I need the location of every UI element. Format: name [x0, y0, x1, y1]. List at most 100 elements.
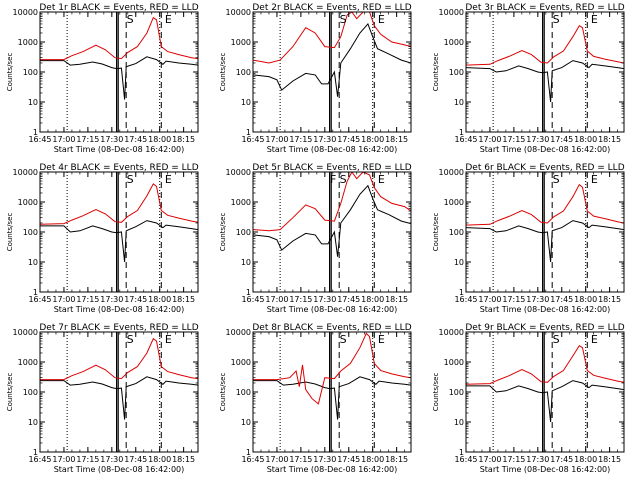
y-tick-label: 100 — [449, 68, 464, 77]
y-tick-label: 1 — [459, 448, 464, 457]
x-tick-label: 17:00 — [52, 455, 75, 464]
plot-frame — [252, 331, 412, 453]
plot-frame — [39, 11, 199, 133]
series-line-lld — [40, 337, 198, 381]
x-tick-label: 16:45 — [28, 455, 51, 464]
x-tick-label: 18:00 — [574, 135, 597, 144]
x-tick-label: 18:15 — [385, 295, 408, 304]
x-tick-label: 17:00 — [478, 135, 501, 144]
y-axis-label: Counts/sec — [432, 53, 440, 92]
y-tick-label: 1 — [33, 128, 38, 137]
x-tick-label: 18:15 — [385, 455, 408, 464]
y-tick-label: 10 — [241, 258, 251, 267]
panel-title: Det 8r BLACK = Events, RED = LLD — [252, 323, 411, 333]
y-tick-label: 100 — [236, 388, 251, 397]
x-tick-label: 18:00 — [361, 135, 384, 144]
y-axis-label: Counts/sec — [6, 53, 14, 92]
flag-label: E — [591, 333, 598, 346]
x-tick-label: 17:45 — [550, 455, 573, 464]
series-line-lld — [40, 16, 198, 61]
x-tick-label: 17:30 — [100, 295, 123, 304]
plot-frame — [252, 171, 412, 293]
series-line-events — [466, 220, 624, 263]
x-tick-label: 17:30 — [100, 455, 123, 464]
y-axis-label: Counts/sec — [6, 373, 14, 412]
flag-label: E — [591, 173, 598, 186]
x-tick-label: 18:00 — [574, 295, 597, 304]
x-tick-label: 18:15 — [598, 455, 621, 464]
panel-title: Det 5r BLACK = Events, RED = LLD — [252, 163, 411, 173]
y-tick-label: 100 — [23, 68, 38, 77]
y-tick-label: 10000 — [439, 8, 464, 17]
flag-label: S — [127, 13, 134, 26]
y-tick-label: 1 — [246, 288, 251, 297]
y-tick-label: 1 — [459, 288, 464, 297]
x-tick-label: 18:00 — [148, 295, 171, 304]
flag-label: S — [553, 173, 560, 186]
panel-title: Det 7r BLACK = Events, RED = LLD — [39, 323, 198, 333]
y-axis-label: Counts/sec — [219, 53, 227, 92]
x-tick-label: 17:45 — [550, 295, 573, 304]
y-tick-label: 1 — [246, 128, 251, 137]
y-tick-label: 10000 — [13, 8, 38, 17]
y-tick-label: 1 — [246, 448, 251, 457]
flag-label: F — [330, 173, 336, 186]
flag-label: E — [165, 333, 172, 346]
panel-title: Det 9r BLACK = Events, RED = LLD — [465, 323, 624, 333]
flag-label: E — [378, 333, 385, 346]
panel-title: Det 6r BLACK = Events, RED = LLD — [465, 163, 624, 173]
y-tick-label: 100 — [236, 228, 251, 237]
x-tick-label: 17:45 — [124, 295, 147, 304]
y-axis-label: Counts/sec — [432, 373, 440, 412]
series-line-lld — [466, 183, 624, 226]
x-tick-label: 17:30 — [313, 455, 336, 464]
y-axis-label: Counts/sec — [219, 213, 227, 252]
x-axis-label: Start Time (08-Dec-08 16:42:00) — [267, 305, 398, 314]
y-tick-label: 10 — [241, 418, 251, 427]
series-line-lld — [253, 12, 411, 64]
y-tick-label: 1000 — [231, 38, 251, 47]
flag-label: E — [378, 173, 385, 186]
x-tick-label: 17:15 — [502, 135, 525, 144]
x-tick-label: 17:45 — [550, 135, 573, 144]
y-tick-label: 1 — [459, 128, 464, 137]
x-tick-label: 17:45 — [337, 135, 360, 144]
y-tick-label: 10000 — [439, 328, 464, 337]
flag-label: S — [127, 173, 134, 186]
series-line-lld — [253, 172, 411, 232]
x-tick-label: 18:15 — [385, 135, 408, 144]
series-line-events — [253, 376, 411, 420]
flag-label: S — [340, 173, 347, 186]
x-tick-label: 17:45 — [337, 455, 360, 464]
x-tick-label: 17:45 — [124, 455, 147, 464]
x-axis-label: Start Time (08-Dec-08 16:42:00) — [54, 145, 185, 154]
y-tick-label: 10 — [28, 98, 38, 107]
x-tick-label: 18:00 — [148, 455, 171, 464]
y-tick-label: 100 — [449, 388, 464, 397]
series-line-events — [40, 220, 198, 263]
plot-frame — [39, 331, 199, 453]
x-tick-label: 17:15 — [502, 455, 525, 464]
panel-title: Det 3r BLACK = Events, RED = LLD — [465, 3, 624, 13]
flag-label: S — [553, 333, 560, 346]
x-tick-label: 17:15 — [289, 295, 312, 304]
x-tick-label: 17:00 — [52, 295, 75, 304]
x-tick-label: 16:45 — [454, 455, 477, 464]
flag-label: E — [591, 13, 598, 26]
flag-label: S — [340, 333, 347, 346]
x-axis-label: Start Time (08-Dec-08 16:42:00) — [54, 305, 185, 314]
y-tick-label: 10000 — [13, 168, 38, 177]
x-tick-label: 17:15 — [289, 455, 312, 464]
x-tick-label: 17:45 — [337, 295, 360, 304]
flag-label: S — [340, 13, 347, 26]
y-tick-label: 10 — [454, 258, 464, 267]
y-axis-label: Counts/sec — [6, 213, 14, 252]
x-tick-label: 16:45 — [454, 135, 477, 144]
flag-label: E — [165, 173, 172, 186]
x-tick-label: 17:30 — [100, 135, 123, 144]
